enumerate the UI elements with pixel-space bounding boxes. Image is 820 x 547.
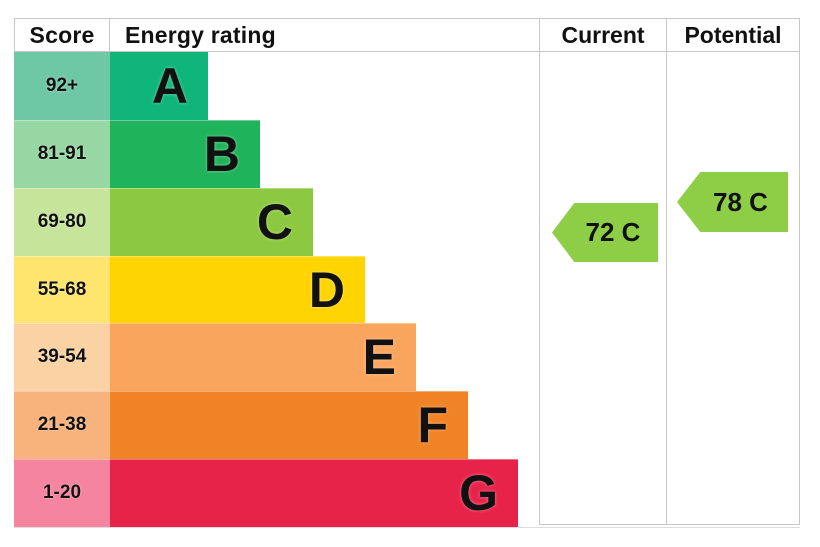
rating-letter-e: E	[362, 329, 396, 386]
rating-letter-a: A	[151, 57, 188, 114]
energy-rating-header: Energy rating	[109, 18, 540, 52]
score-range-d: 55-68	[14, 255, 110, 324]
current-rating-arrow: 72 C	[552, 203, 658, 262]
band-row-g: 1-20 G	[14, 459, 800, 528]
potential-rating-label: 78 C	[713, 186, 768, 217]
rating-bar-b: B	[110, 119, 260, 188]
current-column: Current	[539, 18, 667, 525]
rating-letter-g: G	[459, 465, 498, 522]
potential-column: Potential	[666, 18, 800, 525]
table-bottom-border	[14, 527, 800, 528]
current-header: Current	[540, 19, 666, 52]
rating-bar-g: G	[110, 459, 518, 528]
current-rating-label: 72 C	[585, 217, 641, 247]
score-range-a: 92+	[14, 52, 110, 120]
score-range-g: 1-20	[14, 459, 110, 528]
rating-bar-f: F	[110, 391, 468, 460]
rating-letter-f: F	[417, 397, 448, 454]
band-row-f: 21-38 F	[14, 391, 800, 460]
rating-letter-d: D	[308, 261, 345, 318]
rating-bar-a: A	[110, 52, 208, 120]
potential-rating-arrow: 78 C	[677, 172, 788, 232]
band-rows: 92+ A 81-91 B 69-80 C 55-68 D 39-54	[14, 52, 800, 528]
band-row-d: 55-68 D	[14, 255, 800, 324]
rating-bar-c: C	[110, 187, 313, 256]
band-row-c: 69-80 C	[14, 187, 800, 256]
band-row-e: 39-54 E	[14, 323, 800, 392]
rating-letter-c: C	[256, 193, 293, 250]
score-range-f: 21-38	[14, 391, 110, 460]
rating-bar-d: D	[110, 255, 365, 324]
band-row-a: 92+ A	[14, 52, 800, 120]
score-range-b: 81-91	[14, 119, 110, 188]
band-row-b: 81-91 B	[14, 119, 800, 188]
potential-header: Potential	[667, 19, 799, 52]
score-header: Score	[14, 18, 110, 52]
score-range-c: 69-80	[14, 187, 110, 256]
rating-bar-e: E	[110, 323, 416, 392]
score-range-e: 39-54	[14, 323, 110, 392]
rating-letter-b: B	[203, 125, 240, 182]
